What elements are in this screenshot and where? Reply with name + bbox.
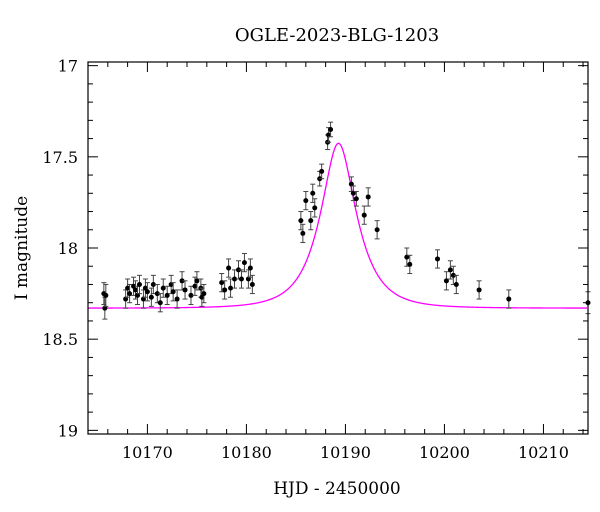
data-point [453, 281, 459, 287]
y-tick-label: 18.5 [42, 330, 78, 349]
data-point [374, 227, 380, 233]
x-tick-label: 10210 [518, 443, 569, 462]
data-point [328, 126, 334, 132]
data-point [140, 296, 146, 302]
data-point [154, 291, 160, 297]
data-point [443, 278, 449, 284]
data-point [232, 276, 238, 282]
data-point [326, 132, 332, 138]
data-point [228, 285, 234, 291]
data-point [201, 291, 207, 297]
data-point [303, 198, 309, 204]
data-point [298, 218, 304, 224]
data-point [353, 196, 359, 202]
data-point [127, 291, 133, 297]
y-tick-label: 17.5 [42, 148, 78, 167]
data-point [182, 287, 188, 293]
data-points-layer [101, 121, 591, 320]
data-point [142, 285, 148, 291]
data-point [404, 254, 410, 260]
x-tick-label: 10190 [320, 443, 371, 462]
plot-frame [87, 61, 589, 435]
data-point [226, 265, 232, 271]
y-tick-label: 17 [58, 57, 78, 76]
data-point [300, 230, 306, 236]
data-point [174, 296, 180, 302]
y-tick-label: 18 [58, 239, 78, 258]
data-point [247, 265, 253, 271]
data-point [222, 287, 228, 293]
data-point [235, 267, 241, 273]
x-axis-label: HJD - 2450000 [273, 479, 401, 499]
data-point [168, 281, 174, 287]
data-point [365, 194, 371, 200]
data-point [506, 296, 512, 302]
data-point [148, 294, 154, 300]
x-axis: 10170 10180 10190 10200 10210 [107, 62, 584, 462]
data-point [192, 283, 198, 289]
data-point [160, 285, 166, 291]
data-point [125, 285, 131, 291]
data-point [219, 280, 225, 286]
data-point [103, 292, 109, 298]
data-point [319, 168, 325, 174]
data-point [194, 278, 200, 284]
data-point [348, 181, 354, 187]
data-point [241, 260, 247, 266]
model-curve [88, 142, 588, 309]
data-point [136, 281, 142, 287]
chart-title: OGLE-2023-BLG-1203 [235, 25, 439, 46]
data-point [131, 283, 137, 289]
data-point [179, 278, 185, 284]
data-point [164, 292, 170, 298]
y-axis: 17 17.5 18 18.5 19 [42, 57, 588, 440]
data-point [133, 287, 139, 293]
data-point [435, 256, 441, 262]
data-point [157, 300, 163, 306]
data-point [170, 289, 176, 295]
x-tick-label: 10200 [419, 443, 470, 462]
data-point [150, 281, 156, 287]
x-tick-label: 10180 [221, 443, 272, 462]
data-point [249, 281, 255, 287]
data-point [407, 261, 413, 267]
data-point [450, 272, 456, 278]
data-point [144, 289, 150, 295]
data-point [188, 292, 194, 298]
y-axis-label: I magnitude [12, 196, 32, 300]
x-tick-label: 10170 [122, 443, 173, 462]
data-point [199, 294, 205, 300]
data-point [238, 276, 244, 282]
data-point [447, 267, 453, 273]
data-point [310, 190, 316, 196]
data-point [102, 305, 108, 311]
data-point [308, 218, 314, 224]
data-point [135, 292, 141, 298]
data-point [123, 296, 129, 302]
y-tick-label: 19 [58, 421, 78, 440]
data-point [361, 212, 367, 218]
data-point [312, 205, 318, 211]
data-point [476, 287, 482, 293]
data-point [350, 190, 356, 196]
model-curve-layer [88, 142, 588, 309]
data-point [245, 276, 251, 282]
